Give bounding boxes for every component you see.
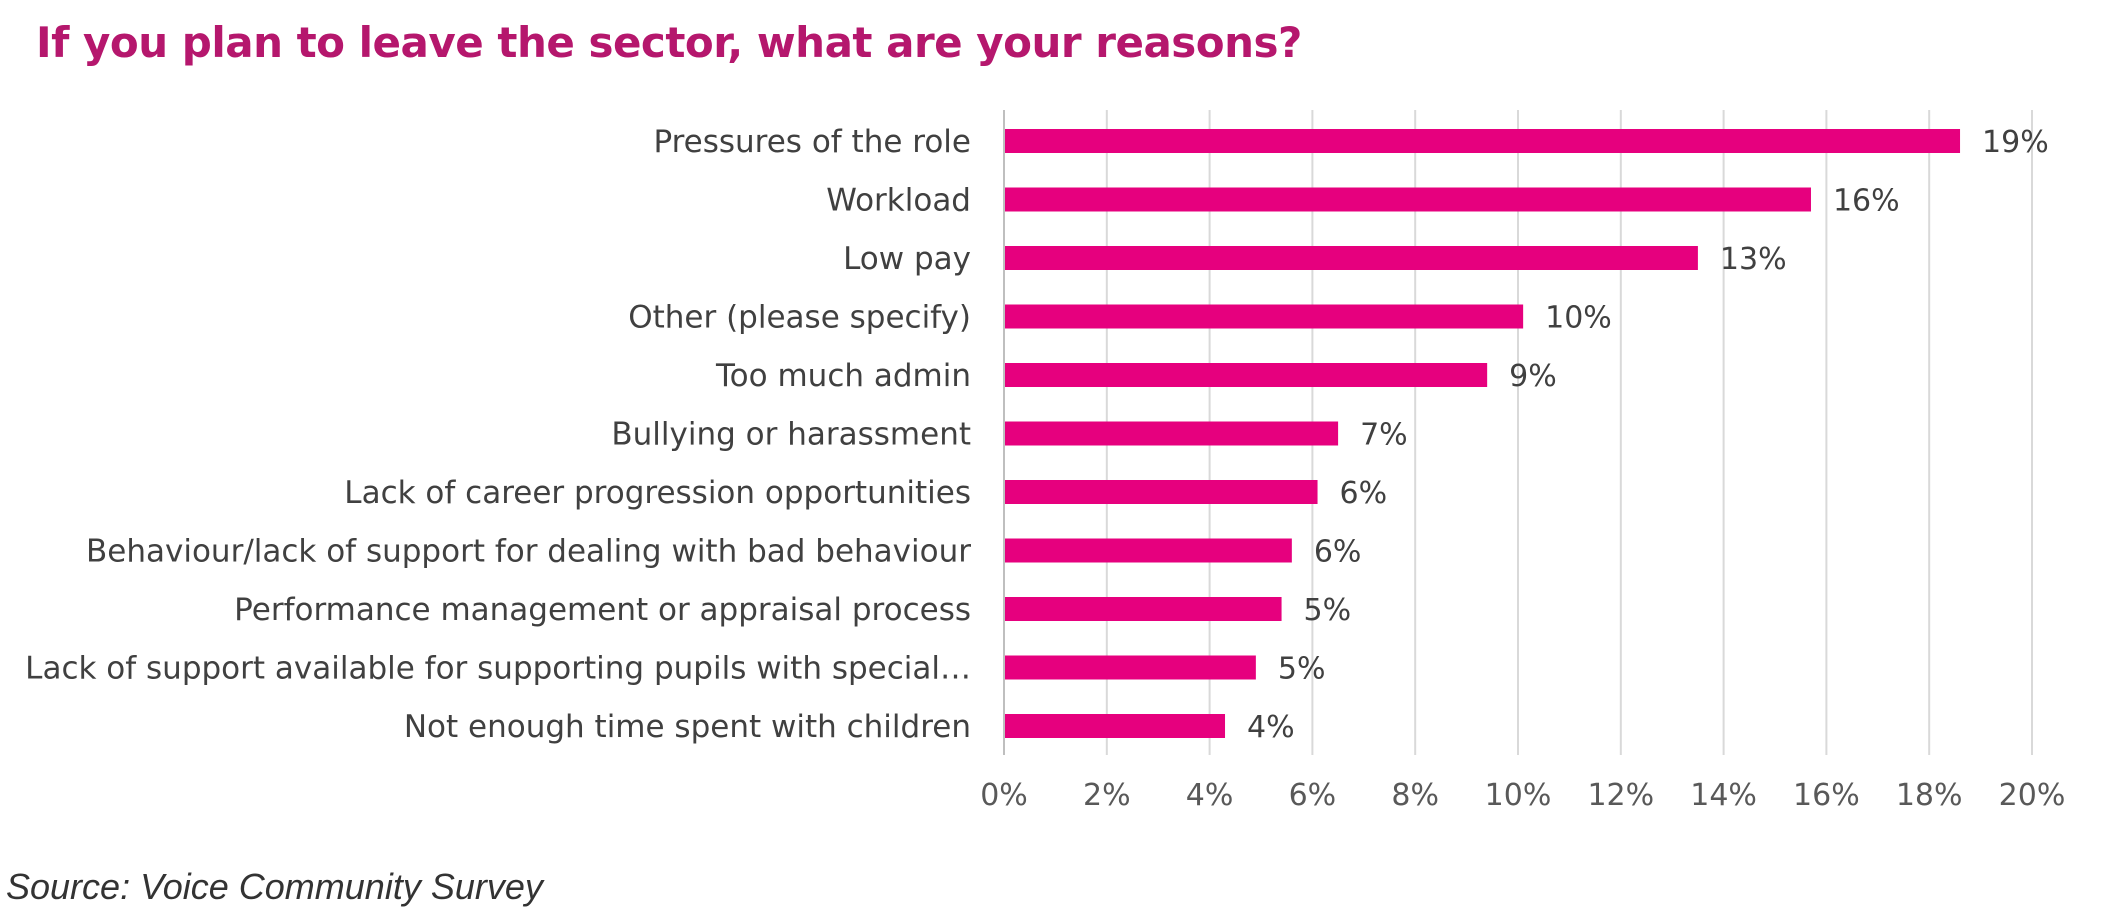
data-label: 13%: [1720, 242, 1787, 277]
category-label: Low pay: [843, 241, 971, 277]
x-tick-label: 14%: [1690, 778, 1757, 813]
data-label: 5%: [1304, 593, 1352, 628]
bar: [1004, 246, 1698, 270]
category-label: Not enough time spent with children: [404, 709, 971, 745]
data-label: 4%: [1247, 710, 1295, 745]
data-label: 16%: [1833, 184, 1900, 219]
category-label: Behaviour/lack of support for dealing wi…: [86, 534, 971, 570]
category-label: Pressures of the role: [653, 124, 971, 160]
x-tick-label: 4%: [1186, 778, 1234, 813]
bar: [1004, 714, 1226, 738]
category-label: Too much admin: [715, 358, 971, 394]
x-tick-label: 8%: [1391, 778, 1439, 813]
x-tick-label: 18%: [1896, 778, 1963, 813]
data-label: 6%: [1340, 476, 1388, 511]
category-label: Workload: [826, 183, 971, 219]
x-tick-label: 6%: [1289, 778, 1337, 813]
category-label: Lack of career progression opportunities: [344, 475, 971, 511]
x-tick-label: 20%: [1999, 778, 2066, 813]
data-label: 9%: [1509, 359, 1557, 394]
bar: [1004, 187, 1811, 212]
bar: [1004, 304, 1524, 329]
x-tick-label: 2%: [1083, 778, 1131, 813]
bar: [1004, 655, 1256, 680]
x-tick-label: 16%: [1793, 778, 1860, 813]
x-tick-label: 0%: [980, 778, 1028, 813]
bar: [1004, 538, 1292, 563]
category-label: Bullying or harassment: [611, 417, 971, 453]
x-tick-label: 12%: [1587, 778, 1654, 813]
x-tick-label: 10%: [1485, 778, 1552, 813]
category-label: Performance management or appraisal proc…: [234, 592, 971, 628]
data-label: 5%: [1278, 652, 1326, 687]
chart-title: If you plan to leave the sector, what ar…: [36, 18, 1302, 67]
bar: [1004, 363, 1488, 387]
category-label: Lack of support available for supporting…: [25, 651, 971, 687]
bar: [1004, 597, 1282, 621]
data-label: 7%: [1360, 418, 1408, 453]
data-label: 10%: [1545, 301, 1612, 336]
data-label: 19%: [1982, 125, 2049, 160]
data-label: 6%: [1314, 535, 1362, 570]
category-label: Other (please specify): [628, 300, 971, 336]
bar: [1004, 480, 1318, 504]
source-note: Source: Voice Community Survey: [6, 866, 543, 907]
bar: [1004, 421, 1339, 446]
bar: [1004, 129, 1961, 153]
